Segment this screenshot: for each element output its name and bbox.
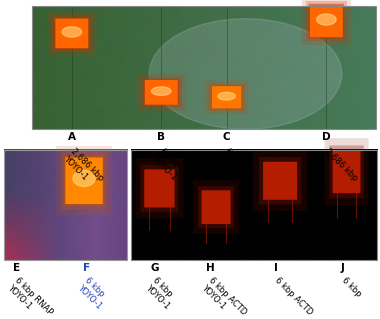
Text: 6 kbp
YOYO-1: 6 kbp YOYO-1 [76, 276, 111, 311]
Text: C: C [223, 132, 230, 142]
FancyBboxPatch shape [204, 81, 249, 114]
Text: 6 kbp
YOYO-1: 6 kbp YOYO-1 [144, 276, 179, 311]
FancyBboxPatch shape [144, 79, 179, 106]
Ellipse shape [218, 92, 235, 100]
Text: 6 kbp RNAP
YOYO-1: 6 kbp RNAP YOYO-1 [5, 276, 54, 319]
FancyBboxPatch shape [253, 151, 307, 211]
FancyBboxPatch shape [259, 157, 301, 204]
FancyBboxPatch shape [64, 156, 104, 206]
FancyBboxPatch shape [309, 4, 344, 39]
FancyBboxPatch shape [55, 19, 88, 48]
Text: B: B [157, 132, 165, 142]
Text: 2,686 kbp: 2,686 kbp [323, 147, 359, 183]
Text: 6 kbp: 6 kbp [340, 276, 363, 299]
FancyBboxPatch shape [135, 158, 184, 219]
FancyBboxPatch shape [332, 151, 361, 193]
FancyBboxPatch shape [198, 186, 234, 228]
FancyBboxPatch shape [208, 83, 245, 111]
Ellipse shape [317, 14, 336, 25]
Bar [4, 150, 127, 260]
Text: 2,686 kbp
YOYO-1: 2,686 kbp YOYO-1 [61, 147, 105, 190]
Text: I: I [274, 263, 278, 273]
Text: 6 kbp ACTD: 6 kbp ACTD [273, 276, 314, 317]
Ellipse shape [62, 27, 82, 37]
Ellipse shape [149, 19, 342, 129]
Text: 6 kbp
YOYO-1: 6 kbp YOYO-1 [150, 147, 186, 182]
FancyBboxPatch shape [263, 162, 297, 200]
FancyBboxPatch shape [193, 181, 239, 234]
FancyBboxPatch shape [201, 190, 231, 224]
Text: J: J [341, 263, 345, 273]
Text: E: E [13, 263, 20, 273]
FancyBboxPatch shape [306, 1, 347, 41]
FancyBboxPatch shape [212, 86, 241, 108]
FancyBboxPatch shape [65, 158, 103, 204]
Ellipse shape [152, 87, 171, 95]
FancyBboxPatch shape [325, 138, 369, 206]
Text: 6 kbp ACTD
YOYO-1: 6 kbp ACTD YOYO-1 [199, 276, 248, 319]
FancyBboxPatch shape [56, 146, 112, 216]
FancyBboxPatch shape [54, 17, 90, 49]
Text: A: A [68, 132, 76, 142]
Text: 6 kbp: 6 kbp [223, 147, 246, 170]
FancyBboxPatch shape [310, 5, 343, 37]
Text: F: F [83, 263, 90, 273]
Text: G: G [150, 263, 159, 273]
FancyBboxPatch shape [144, 169, 174, 207]
FancyBboxPatch shape [211, 85, 242, 109]
Text: H: H [206, 263, 214, 273]
FancyBboxPatch shape [329, 145, 364, 198]
Ellipse shape [73, 170, 95, 187]
FancyBboxPatch shape [47, 11, 97, 56]
Bar [131, 150, 377, 260]
FancyBboxPatch shape [136, 74, 186, 111]
FancyBboxPatch shape [302, 0, 351, 45]
Text: D: D [322, 132, 331, 142]
FancyBboxPatch shape [141, 165, 178, 212]
FancyBboxPatch shape [141, 77, 182, 108]
FancyBboxPatch shape [145, 80, 178, 105]
Bar [32, 6, 376, 129]
FancyBboxPatch shape [51, 15, 92, 52]
FancyBboxPatch shape [61, 152, 108, 210]
